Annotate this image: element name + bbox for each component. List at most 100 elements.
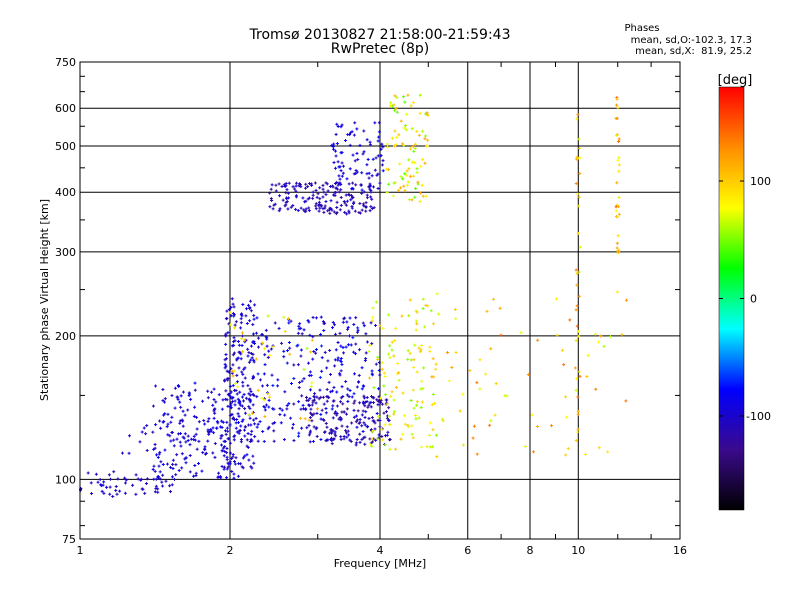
data-point	[505, 394, 509, 398]
data-point	[431, 322, 435, 326]
data-point	[575, 377, 579, 381]
data-point	[294, 207, 298, 211]
data-point	[249, 299, 253, 303]
data-point	[352, 401, 356, 405]
data-point	[213, 407, 217, 411]
data-point	[278, 194, 282, 198]
data-point	[371, 396, 375, 400]
data-point	[321, 187, 325, 191]
data-point	[289, 205, 293, 209]
plot-frame	[79, 61, 681, 540]
data-point	[574, 308, 578, 312]
data-point	[322, 418, 326, 422]
data-point	[397, 133, 401, 137]
data-point	[123, 476, 127, 480]
data-point	[221, 398, 225, 402]
data-point	[468, 368, 472, 372]
data-point	[232, 472, 236, 476]
data-point	[226, 331, 230, 335]
data-point	[389, 104, 393, 108]
data-point	[323, 430, 327, 434]
data-point	[111, 494, 115, 498]
data-point	[357, 380, 361, 384]
data-point	[161, 473, 165, 477]
data-point	[154, 487, 158, 491]
data-point	[234, 421, 238, 425]
data-point	[454, 350, 458, 354]
data-point	[350, 395, 354, 399]
data-point	[241, 384, 245, 388]
data-point	[280, 184, 284, 188]
data-point	[241, 372, 245, 376]
data-point	[377, 121, 381, 125]
data-point	[248, 406, 252, 410]
data-point	[245, 438, 249, 442]
data-point	[262, 372, 266, 376]
data-point	[374, 362, 378, 366]
data-point	[288, 346, 292, 350]
data-point	[362, 129, 366, 133]
data-point	[358, 401, 362, 405]
data-point	[325, 399, 329, 403]
data-point	[265, 337, 269, 341]
data-point	[413, 343, 417, 347]
data-point	[414, 328, 418, 332]
data-point	[239, 424, 243, 428]
data-point	[216, 475, 220, 479]
data-point	[245, 307, 249, 311]
data-point	[311, 315, 315, 319]
data-point	[175, 453, 179, 457]
data-point	[409, 147, 413, 151]
data-point	[332, 385, 336, 389]
data-point	[183, 457, 187, 461]
data-point	[380, 427, 384, 431]
data-point	[317, 397, 321, 401]
data-point	[271, 422, 275, 426]
data-point	[312, 350, 316, 354]
data-point	[382, 411, 386, 415]
data-point	[249, 433, 253, 437]
data-point	[324, 181, 328, 185]
data-point	[169, 420, 173, 424]
data-point	[365, 193, 369, 197]
data-point	[163, 448, 167, 452]
y-axis-label: Stationary phase Virtual Height [km]	[38, 199, 51, 401]
data-point	[213, 442, 217, 446]
data-point	[335, 404, 339, 408]
data-point	[282, 355, 286, 359]
data-point	[214, 400, 218, 404]
data-point	[239, 326, 243, 330]
data-point	[99, 483, 103, 487]
data-point	[614, 209, 618, 213]
data-point	[229, 367, 233, 371]
data-point	[288, 352, 292, 356]
data-point	[384, 434, 388, 438]
data-point	[108, 477, 112, 481]
data-point	[350, 421, 354, 425]
data-point	[343, 139, 347, 143]
data-point	[286, 317, 290, 321]
data-point	[271, 207, 275, 211]
data-point	[264, 403, 268, 407]
data-point	[412, 406, 416, 410]
data-point	[415, 400, 419, 404]
data-point	[213, 411, 217, 415]
data-point	[433, 401, 437, 405]
data-point	[161, 399, 165, 403]
data-point	[330, 407, 334, 411]
data-point	[578, 146, 582, 150]
data-point	[399, 175, 403, 179]
data-point	[536, 338, 540, 342]
data-point	[324, 439, 328, 443]
data-point	[393, 129, 397, 133]
data-point	[262, 347, 266, 351]
data-point	[256, 439, 260, 443]
data-point	[367, 176, 371, 180]
data-point	[223, 366, 227, 370]
data-point	[358, 432, 362, 436]
data-point	[330, 326, 334, 330]
data-point	[419, 191, 423, 195]
colorbar	[719, 87, 744, 510]
data-point	[392, 412, 396, 416]
data-point	[206, 419, 210, 423]
